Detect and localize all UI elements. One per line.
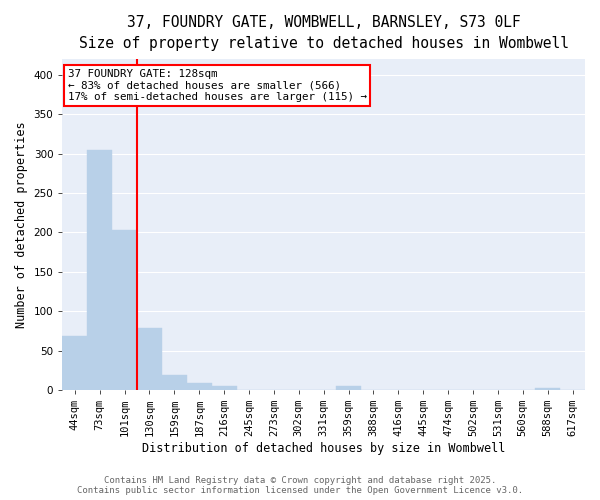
Y-axis label: Number of detached properties: Number of detached properties [15, 121, 28, 328]
Title: 37, FOUNDRY GATE, WOMBWELL, BARNSLEY, S73 0LF
Size of property relative to detac: 37, FOUNDRY GATE, WOMBWELL, BARNSLEY, S7… [79, 15, 569, 51]
Bar [187, 383, 212, 390]
Text: Contains HM Land Registry data © Crown copyright and database right 2025.
Contai: Contains HM Land Registry data © Crown c… [77, 476, 523, 495]
Bar [87, 150, 112, 390]
Bar [137, 328, 162, 390]
Bar [112, 230, 137, 390]
Bar [535, 388, 560, 390]
Bar [162, 375, 187, 390]
Bar [212, 386, 236, 390]
X-axis label: Distribution of detached houses by size in Wombwell: Distribution of detached houses by size … [142, 442, 505, 455]
Text: 37 FOUNDRY GATE: 128sqm
← 83% of detached houses are smaller (566)
17% of semi-d: 37 FOUNDRY GATE: 128sqm ← 83% of detache… [68, 69, 367, 102]
Bar [336, 386, 361, 390]
Bar [62, 336, 87, 390]
